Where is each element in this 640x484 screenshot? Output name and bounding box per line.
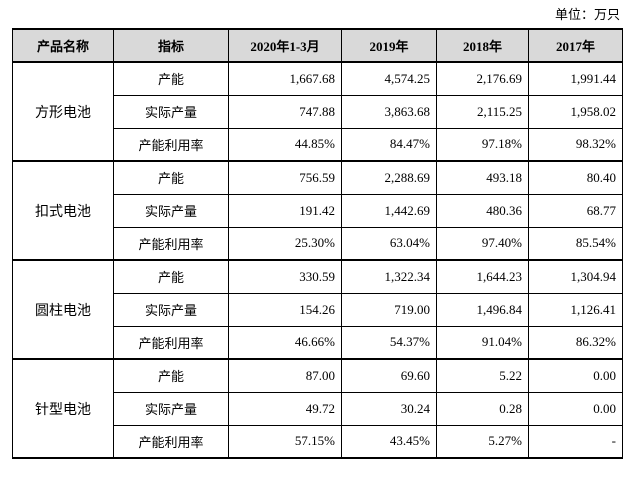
value-cell: 69.60: [341, 358, 437, 393]
table-row: 圆柱电池 产能 330.59 1,322.34 1,644.23 1,304.94: [12, 259, 623, 360]
value-cell: 1,991.44: [528, 61, 623, 96]
table-row: 产能利用率 25.30% 63.04% 97.40% 85.54%: [13, 226, 623, 261]
value-cell: 86.32%: [528, 325, 623, 360]
value-cell: 68.77: [528, 193, 623, 228]
indicator: 产能利用率: [113, 226, 229, 261]
indicator: 产能: [113, 358, 229, 393]
header-cell: 2019年: [341, 28, 437, 63]
value-cell: 54.37%: [341, 325, 437, 360]
header-cell: 2018年: [436, 28, 529, 63]
table-row: 实际产量 154.26 719.00 1,496.84 1,126.41: [13, 292, 623, 327]
value-cell: 493.18: [436, 160, 529, 195]
value-cell: 30.24: [341, 391, 437, 426]
value-cell: 2,176.69: [436, 61, 529, 96]
value-cell: 49.72: [228, 391, 342, 426]
indicator: 实际产量: [113, 391, 229, 426]
value-cell: -: [528, 424, 623, 459]
value-cell: 84.47%: [341, 127, 437, 162]
value-cell: 2,115.25: [436, 94, 529, 129]
value-cell: 480.36: [436, 193, 529, 228]
value-cell: 43.45%: [341, 424, 437, 459]
value-cell: 80.40: [528, 160, 623, 195]
value-cell: 57.15%: [228, 424, 342, 459]
table-row: 产能利用率 44.85% 84.47% 97.18% 98.32%: [13, 127, 623, 162]
group-name: 针型电池: [12, 358, 114, 459]
value-cell: 85.54%: [528, 226, 623, 261]
value-cell: 1,958.02: [528, 94, 623, 129]
value-cell: 1,126.41: [528, 292, 623, 327]
table-row: 实际产量 191.42 1,442.69 480.36 68.77: [13, 193, 623, 228]
value-cell: 87.00: [228, 358, 342, 393]
group-name: 方形电池: [12, 61, 114, 162]
value-cell: 330.59: [228, 259, 342, 294]
value-cell: 719.00: [341, 292, 437, 327]
value-cell: 154.26: [228, 292, 342, 327]
value-cell: 97.18%: [436, 127, 529, 162]
table-row: 扣式电池 产能 756.59 2,288.69 493.18 80.40: [12, 160, 623, 261]
header-cell: 产品名称: [12, 28, 114, 63]
indicator: 产能: [113, 61, 229, 96]
unit-note: 单位：万只: [554, 7, 620, 22]
indicator: 产能: [113, 259, 229, 294]
value-cell: 63.04%: [341, 226, 437, 261]
value-cell: 1,322.34: [341, 259, 437, 294]
table-row: 产能利用率 57.15% 43.45% 5.27% -: [13, 424, 623, 459]
indicator: 实际产量: [113, 292, 229, 327]
value-cell: 0.28: [436, 391, 529, 426]
table-row: 针型电池 产能 87.00 69.60 5.22 0.00: [12, 358, 623, 459]
value-cell: 98.32%: [528, 127, 623, 162]
header-cell: 2017年: [528, 28, 623, 63]
value-cell: 747.88: [228, 94, 342, 129]
value-cell: 2,288.69: [341, 160, 437, 195]
table-row: 实际产量 747.88 3,863.68 2,115.25 1,958.02: [13, 94, 623, 129]
indicator: 产能利用率: [113, 325, 229, 360]
table-row: 方形电池 产能 1,667.68 4,574.25 2,176.69 1,991.44: [12, 61, 623, 162]
table-body: 方形电池 产能 1,667.68 4,574.25 2,176.69 1,991.44 实际…: [12, 61, 623, 459]
value-cell: 44.85%: [228, 127, 342, 162]
value-cell: 0.00: [528, 391, 623, 426]
value-cell: 1,667.68: [228, 61, 342, 96]
value-cell: 5.22: [436, 358, 529, 393]
table-row: 产能利用率 46.66% 54.37% 91.04% 86.32%: [13, 325, 623, 360]
capacity-table: 产品名称 指标 2020年1-3月 2019年 2018年 2017年 方形电池 产能 1,6…: [12, 28, 623, 459]
header-cell: 指标: [113, 28, 229, 63]
value-cell: 0.00: [528, 358, 623, 393]
value-cell: 4,574.25: [341, 61, 437, 96]
value-cell: 1,304.94: [528, 259, 623, 294]
group-name: 圆柱电池: [12, 259, 114, 360]
value-cell: 97.40%: [436, 226, 529, 261]
value-cell: 3,863.68: [341, 94, 437, 129]
value-cell: 91.04%: [436, 325, 529, 360]
indicator: 实际产量: [113, 193, 229, 228]
value-cell: 191.42: [228, 193, 342, 228]
value-cell: 46.66%: [228, 325, 342, 360]
value-cell: 756.59: [228, 160, 342, 195]
value-cell: 5.27%: [436, 424, 529, 459]
group-name: 扣式电池: [12, 160, 114, 261]
indicator: 产能利用率: [113, 424, 229, 459]
indicator: 产能: [113, 160, 229, 195]
value-cell: 1,442.69: [341, 193, 437, 228]
value-cell: 25.30%: [228, 226, 342, 261]
indicator: 实际产量: [113, 94, 229, 129]
value-cell: 1,644.23: [436, 259, 529, 294]
header-row: 产品名称 指标 2020年1-3月 2019年 2018年 2017年: [12, 28, 623, 63]
value-cell: 1,496.84: [436, 292, 529, 327]
header-cell: 2020年1-3月: [228, 28, 342, 63]
indicator: 产能利用率: [113, 127, 229, 162]
